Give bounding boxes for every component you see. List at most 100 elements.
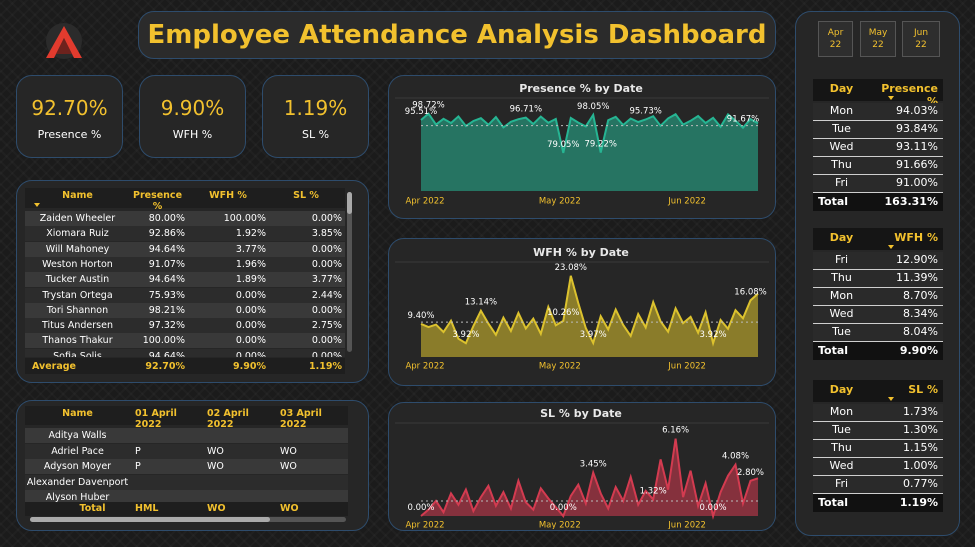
column-header: Presence % xyxy=(132,190,183,212)
x-tick-label: Jun 2022 xyxy=(667,521,706,530)
x-tick-label: Jun 2022 xyxy=(667,362,706,372)
table-header-bg xyxy=(813,79,943,101)
data-label: 0.00% xyxy=(550,503,577,513)
column-header: SL % xyxy=(908,383,938,396)
kpi-value: 92.70% xyxy=(31,96,108,120)
data-label: 95.51% xyxy=(405,107,437,117)
logo xyxy=(46,23,82,59)
data-label: 1.32% xyxy=(640,486,667,496)
footer-cell: 1.19% xyxy=(309,361,342,372)
area-chart: SL % by Date 0.00% 0.00% 3.45% 1.32% 6.16% 0.0… xyxy=(395,407,769,530)
table-cell: WO xyxy=(280,461,297,472)
table-cell: Mon xyxy=(829,104,854,117)
kpi-card: 92.70% Presence % xyxy=(16,75,123,158)
table-row: Will Mahoney 94.64% 3.77% 0.00% xyxy=(25,241,345,257)
column-header: Day xyxy=(829,231,854,244)
table-row: Adyson Moyer P WO WO xyxy=(25,459,348,474)
table-row xyxy=(813,121,943,139)
year-label: 22 xyxy=(872,40,884,50)
table-cell: 0.00% xyxy=(311,213,342,224)
table-row xyxy=(813,175,943,193)
table-cell: Tue xyxy=(832,423,851,436)
table-row: Adriel Pace P WO WO xyxy=(25,443,348,459)
table-cell: 97.32% xyxy=(148,320,185,332)
area-line xyxy=(420,112,759,154)
table-cell: Tue xyxy=(832,325,851,338)
table-row: Sofia Solis 94.64% 0.00% 0.00% xyxy=(25,348,345,357)
table-cell: 91.07% xyxy=(148,258,185,270)
x-tick-label: May 2022 xyxy=(539,197,581,207)
footer-cell: 9.90% xyxy=(899,344,938,357)
table-cell: 8.70% xyxy=(903,289,938,302)
table-cell: 100.00% xyxy=(223,213,266,224)
table-row: Tucker Austin 94.64% 1.89% 3.77% xyxy=(25,272,345,288)
table-cell: 8.04% xyxy=(903,325,938,338)
footer-cell: Total xyxy=(818,195,849,208)
month-label: Jun xyxy=(913,28,929,38)
table-cell: 94.64% xyxy=(148,243,185,255)
month-button[interactable]: May 22 xyxy=(860,21,896,57)
x-tick-label: May 2022 xyxy=(539,521,581,530)
table-row: Titus Andersen 97.32% 0.00% 2.75% xyxy=(25,318,345,334)
column-header: Name xyxy=(62,408,93,419)
sort-arrow xyxy=(888,397,894,401)
table-cell: Thu xyxy=(831,271,852,284)
month-label: May xyxy=(868,28,888,38)
table-cell: Alexander Davenport xyxy=(26,476,129,488)
x-tick-label: Apr 2022 xyxy=(405,521,444,530)
table-cell: Alyson Huber xyxy=(45,492,110,502)
table-cell: 11.39% xyxy=(896,271,938,284)
title-panel: Employee Attendance Analysis Dashboard xyxy=(138,11,776,59)
data-label: 0.00% xyxy=(700,503,727,513)
column-header: WFH % xyxy=(894,231,938,244)
chart-title: WFH % by Date xyxy=(533,246,629,259)
data-label: 79.22% xyxy=(585,140,617,150)
chart-panel: SL % by Date 0.00% 0.00% 3.45% 1.32% 6.16% 0.0… xyxy=(388,402,776,531)
month-button[interactable]: Apr 22 xyxy=(818,21,853,57)
kpi-value: 1.19% xyxy=(283,96,348,120)
table-row xyxy=(813,252,943,270)
area-fill xyxy=(421,113,758,191)
table-cell: Fri xyxy=(834,253,849,266)
month-button[interactable]: Jun 22 xyxy=(902,21,940,57)
table-cell: Xiomara Ruiz xyxy=(46,228,109,240)
table-cell: 0.00% xyxy=(311,350,342,357)
table-cell: 93.11% xyxy=(896,140,938,153)
table-cell: 2.75% xyxy=(311,320,342,332)
column-header: Day xyxy=(829,82,854,95)
x-tick-label: Apr 2022 xyxy=(405,362,444,372)
data-label: 3.97% xyxy=(580,330,607,340)
column-header: WFH % xyxy=(209,190,247,201)
table-row: Trystan Ortega 75.93% 0.00% 2.44% xyxy=(25,287,345,303)
scrollbar-thumb xyxy=(347,192,352,214)
chart-panel: Presence % by Date 95.51% 98.72% 96.71% 79.0… xyxy=(388,75,776,219)
table-cell: WO xyxy=(207,445,224,457)
table-row xyxy=(813,270,943,288)
data-label: 0.00% xyxy=(407,503,434,513)
table-cell: Fri xyxy=(834,176,849,189)
footer-cell: 163.31% xyxy=(884,195,938,208)
data-label: 98.72% xyxy=(412,101,444,111)
table-cell: 75.93% xyxy=(148,289,185,301)
data-label: 4.08% xyxy=(722,452,749,462)
table-cell: Titus Andersen xyxy=(42,320,113,332)
table-cell: WO xyxy=(280,445,297,457)
column-header: 01 April 2022 xyxy=(135,408,177,430)
table-row: Tori Shannon 98.21% 0.00% 0.00% xyxy=(25,302,345,318)
table-cell: Mon xyxy=(829,405,854,418)
table-footer-bg xyxy=(813,494,943,512)
x-tick-label: Jun 2022 xyxy=(667,197,706,207)
table-cell: P xyxy=(135,445,141,457)
data-label: 3.92% xyxy=(700,330,727,340)
table-cell: 91.66% xyxy=(896,158,938,171)
sort-arrow xyxy=(888,96,894,100)
data-label: 10.26% xyxy=(547,308,579,318)
table-header-bg xyxy=(813,380,943,402)
data-label: 91.67% xyxy=(727,115,759,125)
table-row xyxy=(813,476,943,494)
table-footer-bg xyxy=(813,342,943,360)
table-header-bg xyxy=(813,228,943,250)
table-cell: Aditya Walls xyxy=(48,430,107,441)
data-label: 13.14% xyxy=(465,298,497,308)
data-label: 95.73% xyxy=(629,107,661,117)
